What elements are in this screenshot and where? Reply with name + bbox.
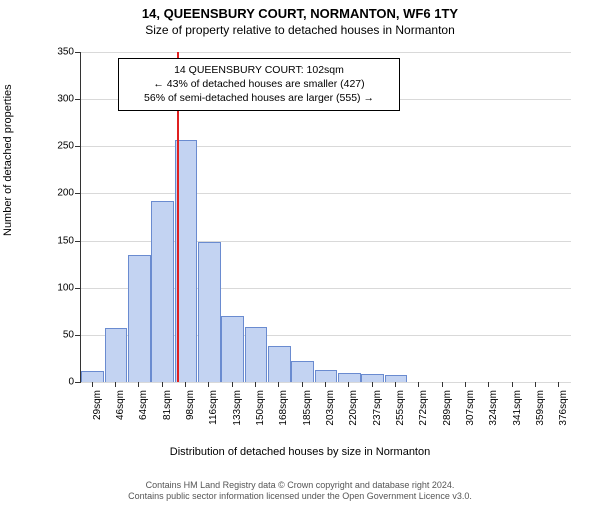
page-subtitle: Size of property relative to detached ho… [0, 23, 600, 37]
x-tick [372, 382, 373, 387]
histogram-bar [198, 242, 221, 382]
annotation-line3: 56% of semi-detached houses are larger (… [127, 91, 391, 105]
x-tick [232, 382, 233, 387]
annotation-box: 14 QUEENSBURY COURT: 102sqm ← 43% of det… [118, 58, 400, 111]
annotation-line1: 14 QUEENSBURY COURT: 102sqm [127, 63, 391, 77]
x-tick-label: 237sqm [372, 390, 383, 430]
histogram-bar [105, 328, 128, 382]
gridline [81, 52, 571, 53]
x-tick [278, 382, 279, 387]
y-tick [75, 335, 80, 336]
x-tick [325, 382, 326, 387]
x-axis-label: Distribution of detached houses by size … [0, 446, 600, 458]
x-tick-label: 150sqm [255, 390, 266, 430]
histogram-bar [245, 327, 268, 382]
histogram-bar [81, 371, 104, 382]
page-title: 14, QUEENSBURY COURT, NORMANTON, WF6 1TY [0, 6, 600, 21]
gridline [81, 382, 571, 383]
histogram-bar [361, 374, 384, 382]
y-tick [75, 382, 80, 383]
x-tick-label: 116sqm [208, 390, 219, 430]
x-tick [92, 382, 93, 387]
y-tick [75, 288, 80, 289]
y-tick-label: 350 [48, 47, 74, 58]
x-tick-label: 376sqm [558, 390, 569, 430]
x-tick-label: 220sqm [348, 390, 359, 430]
y-tick [75, 241, 80, 242]
x-tick [162, 382, 163, 387]
y-axis-label: Number of detached properties [2, 84, 14, 236]
footer-attribution: Contains HM Land Registry data © Crown c… [0, 480, 600, 502]
histogram-bar [151, 201, 174, 382]
x-tick [255, 382, 256, 387]
footer-line1: Contains HM Land Registry data © Crown c… [0, 480, 600, 491]
x-tick [465, 382, 466, 387]
x-tick [348, 382, 349, 387]
y-tick-label: 150 [48, 235, 74, 246]
x-tick [138, 382, 139, 387]
gridline [81, 193, 571, 194]
x-tick [535, 382, 536, 387]
x-tick-label: 64sqm [138, 390, 149, 430]
x-tick-label: 168sqm [278, 390, 289, 430]
chart-container: 14 QUEENSBURY COURT: 102sqm ← 43% of det… [50, 52, 580, 432]
x-tick [395, 382, 396, 387]
x-tick-label: 324sqm [488, 390, 499, 430]
x-tick [418, 382, 419, 387]
x-tick-label: 255sqm [395, 390, 406, 430]
x-tick-label: 359sqm [535, 390, 546, 430]
x-tick-label: 203sqm [325, 390, 336, 430]
gridline [81, 146, 571, 147]
annotation-line2: ← 43% of detached houses are smaller (42… [127, 77, 391, 91]
x-tick [185, 382, 186, 387]
x-tick [488, 382, 489, 387]
x-tick [512, 382, 513, 387]
y-tick [75, 146, 80, 147]
histogram-bar [128, 255, 151, 382]
x-tick-label: 307sqm [465, 390, 476, 430]
x-tick-label: 133sqm [232, 390, 243, 430]
y-tick-label: 0 [48, 377, 74, 388]
y-tick-label: 250 [48, 141, 74, 152]
histogram-bar [338, 373, 361, 382]
x-tick [442, 382, 443, 387]
histogram-bar [291, 361, 314, 382]
x-tick-label: 185sqm [302, 390, 313, 430]
x-tick [208, 382, 209, 387]
histogram-bar [268, 346, 291, 382]
y-tick-label: 200 [48, 188, 74, 199]
x-tick-label: 29sqm [92, 390, 103, 430]
x-tick [115, 382, 116, 387]
x-tick-label: 289sqm [442, 390, 453, 430]
x-tick-label: 98sqm [185, 390, 196, 430]
y-tick [75, 99, 80, 100]
y-tick-label: 300 [48, 94, 74, 105]
x-tick-label: 46sqm [115, 390, 126, 430]
y-tick [75, 52, 80, 53]
x-tick-label: 81sqm [162, 390, 173, 430]
histogram-bar [315, 370, 338, 382]
y-tick-label: 50 [48, 329, 74, 340]
histogram-bar [385, 375, 408, 382]
y-tick [75, 193, 80, 194]
x-tick [302, 382, 303, 387]
x-tick-label: 341sqm [512, 390, 523, 430]
x-tick-label: 272sqm [418, 390, 429, 430]
histogram-bar [221, 316, 244, 382]
footer-line2: Contains public sector information licen… [0, 491, 600, 502]
y-tick-label: 100 [48, 282, 74, 293]
x-tick [558, 382, 559, 387]
